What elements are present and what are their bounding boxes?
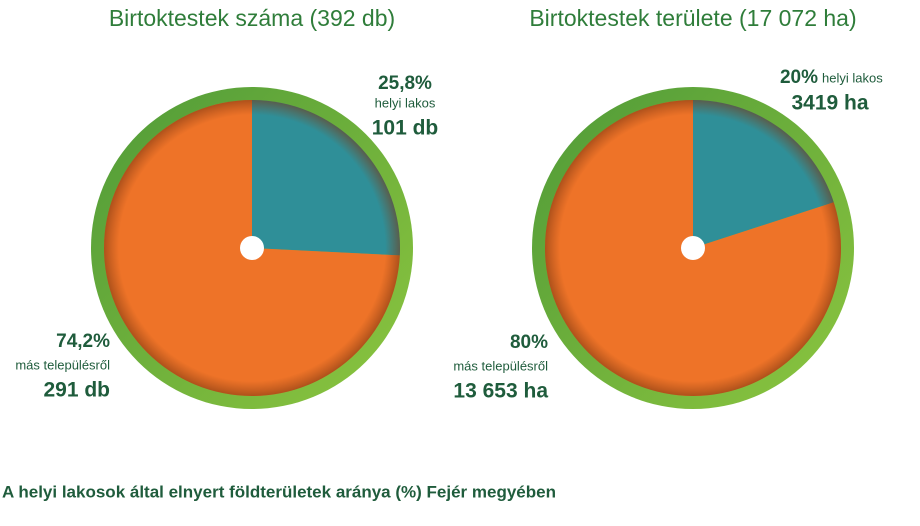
caption: A helyi lakosok által elnyert földterüle… — [2, 482, 556, 501]
amount-label: 101 db — [372, 117, 439, 140]
label-bubble — [483, 320, 567, 404]
percent-label: 20% — [780, 67, 818, 88]
category-label: helyi lakos — [822, 70, 883, 85]
amount-label: 13 653 ha — [453, 380, 548, 403]
label-bubble — [38, 320, 122, 404]
label-bubble — [367, 70, 443, 146]
category-label: más településről — [15, 357, 110, 372]
percent-label: 25,8% — [378, 73, 432, 94]
pie-center — [240, 236, 264, 260]
label-bubble — [785, 52, 865, 132]
percent-label: 74,2% — [56, 331, 110, 352]
category-label: helyi lakos — [375, 95, 436, 110]
amount-label: 3419 ha — [791, 92, 868, 115]
chart-title: Birtoktestek száma (392 db) — [109, 5, 395, 31]
category-label: más településről — [453, 358, 548, 373]
chart-title: Birtoktestek területe (17 072 ha) — [529, 5, 856, 31]
pie-center — [681, 236, 705, 260]
percent-label: 80% — [510, 332, 548, 353]
amount-label: 291 db — [43, 379, 110, 402]
